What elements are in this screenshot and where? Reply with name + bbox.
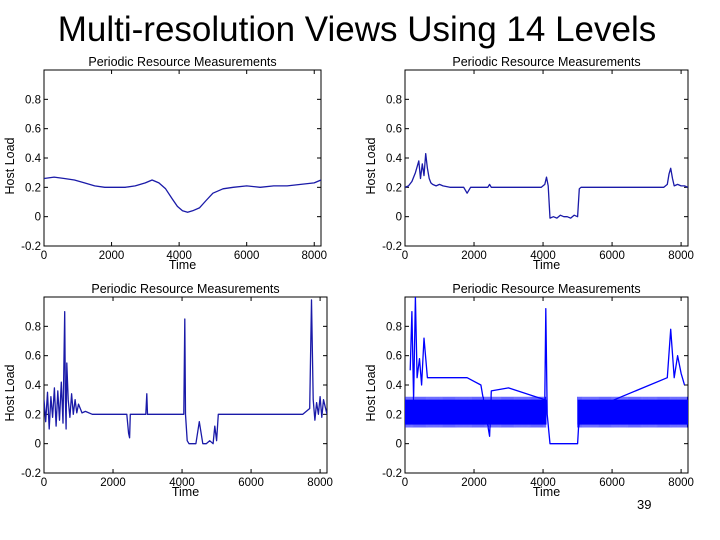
x-axis-label: Time: [533, 485, 560, 499]
x-tick-label: 8000: [301, 250, 327, 262]
x-tick-label: 0: [41, 477, 47, 489]
y-axis-label: Host Load: [3, 364, 17, 421]
series-line: [409, 297, 686, 445]
x-tick-label: 8000: [668, 477, 694, 489]
x-tick-label: 6000: [599, 477, 625, 489]
y-tick-label: -0.2: [21, 241, 41, 253]
chart-title: Periodic Resource Measurements: [452, 55, 640, 69]
plot-frame: [404, 69, 689, 247]
y-tick-label: -0.2: [382, 468, 402, 480]
slide-title: Multi-resolution Views Using 14 Levels: [57, 10, 657, 49]
plot-area: [405, 152, 688, 219]
x-axis-label: Time: [169, 258, 196, 272]
y-tick-label: -0.2: [382, 241, 402, 253]
x-tick-label: 4000: [530, 477, 556, 489]
y-axis-label: Host Load: [364, 364, 378, 421]
y-tick-label: 0.8: [25, 321, 41, 333]
chart-title: Periodic Resource Measurements: [91, 282, 279, 296]
x-tick-label: 6000: [234, 250, 260, 262]
y-tick-label: 0.2: [25, 182, 41, 194]
y-tick-label: 0.4: [386, 153, 403, 165]
x-axis-label: Time: [172, 485, 199, 499]
x-tick-label: 6000: [238, 477, 264, 489]
chart-title: Periodic Resource Measurements: [452, 282, 640, 296]
chart-top-left: 0 2000 4000 6000 8000-0.200.20.40.60.8Period…: [3, 55, 327, 272]
y-tick-label: 0: [396, 212, 402, 224]
plot-frame: [43, 69, 322, 247]
y-tick-label: 0.8: [386, 321, 402, 333]
y-tick-label: 0.6: [25, 351, 41, 363]
x-tick-label: 2000: [99, 250, 125, 262]
series-line: [405, 152, 688, 219]
y-tick-label: 0.4: [386, 380, 403, 392]
x-tick-label: 6000: [599, 250, 625, 262]
y-tick-label: 0: [396, 439, 402, 451]
y-axis-label: Host Load: [364, 137, 378, 194]
y-tick-label: -0.2: [21, 468, 41, 480]
x-tick-label: 8000: [668, 250, 694, 262]
page-number: 39: [637, 497, 652, 512]
chart-title: Periodic Resource Measurements: [88, 55, 276, 69]
series-line: [44, 176, 321, 213]
y-tick-label: 0.2: [386, 409, 402, 421]
y-tick-label: 0.4: [25, 380, 42, 392]
y-tick-label: 0.8: [25, 94, 41, 106]
x-tick-label: 4000: [530, 250, 556, 262]
x-tick-label: 0: [41, 250, 47, 262]
chart-bottom-left: 0 2000 4000 6000 8000-0.200.20.40.60.8Period…: [3, 282, 333, 499]
y-tick-label: 0.6: [386, 351, 402, 363]
y-tick-label: 0: [35, 212, 41, 224]
y-tick-label: 0.2: [386, 182, 402, 194]
y-tick-label: 0.4: [25, 153, 42, 165]
plot-area: [44, 176, 321, 213]
y-tick-label: 0: [35, 439, 41, 451]
y-tick-label: 0.8: [386, 94, 402, 106]
x-tick-label: 0: [402, 477, 408, 489]
y-tick-label: 0.2: [25, 409, 41, 421]
x-tick-label: 2000: [461, 477, 487, 489]
x-tick-label: 2000: [100, 477, 126, 489]
x-tick-label: 2000: [461, 250, 487, 262]
x-axis-label: Time: [533, 258, 560, 272]
y-tick-label: 0.6: [25, 124, 41, 136]
x-tick-label: 4000: [166, 250, 192, 262]
plot-area: [405, 297, 688, 445]
chart-top-right: 0 2000 4000 6000 8000-0.200.20.40.60.8Period…: [364, 55, 694, 272]
x-tick-label: 8000: [307, 477, 333, 489]
y-axis-label: Host Load: [3, 137, 17, 194]
x-tick-label: 4000: [169, 477, 195, 489]
y-tick-label: 0.6: [386, 124, 402, 136]
plot-area: [44, 299, 327, 445]
series-line: [44, 299, 327, 445]
chart-bottom-right: 0 2000 4000 6000 8000-0.200.20.40.60.8Period…: [364, 282, 694, 499]
x-tick-label: 0: [402, 250, 408, 262]
